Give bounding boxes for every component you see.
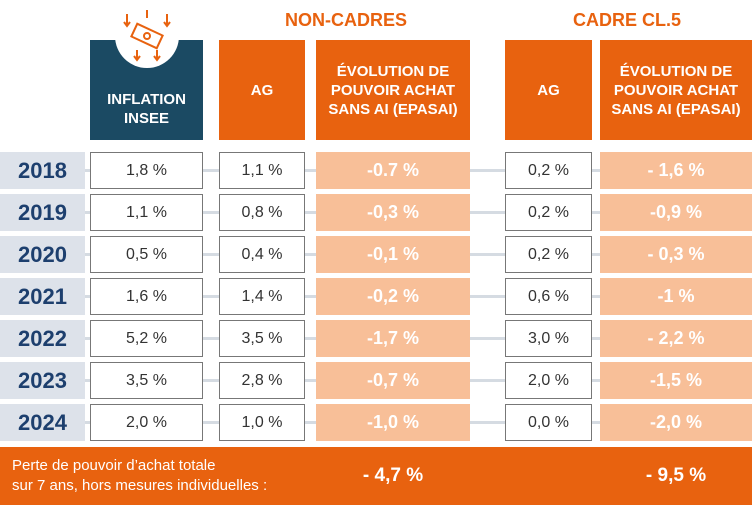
value-cell: -1,7 %	[316, 320, 470, 357]
value-cell: 3,5 %	[219, 320, 305, 357]
header-line: POUVOIR ACHAT	[613, 81, 739, 99]
value-cell: 2,0 %	[505, 362, 592, 399]
value-cell: -2,0 %	[600, 404, 752, 441]
value-cell: -0,1 %	[316, 236, 470, 273]
value-cell: 1,6 %	[90, 278, 203, 315]
icon	[115, 4, 179, 68]
header-line: POUVOIR ACHAT	[330, 81, 456, 99]
value-cell: 0,8 %	[219, 194, 305, 231]
year: 2020	[0, 236, 85, 273]
year: 2024	[0, 404, 85, 441]
footer-value: - 4,7 %	[362, 465, 424, 486]
value-cell: - 1,6 %	[600, 152, 752, 189]
value-cell: 3,5 %	[90, 362, 203, 399]
value-cell: 1,1 %	[219, 152, 305, 189]
value-cell: - 0,3 %	[600, 236, 752, 273]
year: 2019	[0, 194, 85, 231]
value-cell: -1,5 %	[600, 362, 752, 399]
value-cell: -0,2 %	[316, 278, 470, 315]
value-cell: 0,0 %	[505, 404, 592, 441]
year: 2018	[0, 152, 85, 189]
value-cell: -1 %	[600, 278, 752, 315]
value-cell: 1,0 %	[219, 404, 305, 441]
value-cell: 1,8 %	[90, 152, 203, 189]
value-cell: -0,9 %	[600, 194, 752, 231]
value-cell: 0,6 %	[505, 278, 592, 315]
footer	[0, 447, 752, 505]
value-cell: 0,2 %	[505, 152, 592, 189]
header-line: sur 7 ans, hors mesures individuelles :	[12, 477, 268, 494]
column-header: AG	[505, 40, 592, 140]
value-cell: -0,3 %	[316, 194, 470, 231]
footer-label: Perte de pouvoir d’achat totale sur 7 ans…	[12, 456, 332, 496]
value-cell: 5,2 %	[90, 320, 203, 357]
header-line: AG	[250, 81, 274, 99]
column-header: ÉVOLUTION DE POUVOIR ACHAT SANS AI (EPASAI…	[316, 40, 470, 140]
header-line: SANS AI (EPASAI)	[328, 100, 458, 118]
column-header: ÉVOLUTION DE POUVOIR ACHAT SANS AI (EPASAI…	[600, 40, 752, 140]
value-cell: 2,0 %	[90, 404, 203, 441]
header-line: INSEE	[123, 110, 169, 127]
value-cell: 1,1 %	[90, 194, 203, 231]
value-cell: 0,2 %	[505, 194, 592, 231]
value-cell: -0.7 %	[316, 152, 470, 189]
value-cell: 2,8 %	[219, 362, 305, 399]
header-line: INFLATION	[107, 91, 186, 108]
value-cell: 0,4 %	[219, 236, 305, 273]
footer-value: - 9,5 %	[645, 465, 707, 486]
header-line: Perte de pouvoir d’achat totale	[12, 457, 216, 474]
header-line: ÉVOLUTION DE	[619, 62, 733, 80]
group-title: CADRE CL.5	[572, 10, 681, 30]
value-cell: 0,5 %	[90, 236, 203, 273]
value-cell: 0,2 %	[505, 236, 592, 273]
inflation-header: INFLATION INSEE	[90, 40, 203, 140]
header-line: ÉVOLUTION DE	[336, 62, 450, 80]
value-cell: -1,0 %	[316, 404, 470, 441]
header-line: AG	[537, 81, 560, 99]
year: 2023	[0, 362, 85, 399]
value-cell: 3,0 %	[505, 320, 592, 357]
value-cell: -0,7 %	[316, 362, 470, 399]
group-title: NON-CADRES	[284, 10, 407, 30]
value-cell: 1,4 %	[219, 278, 305, 315]
header-line: SANS AI (EPASAI)	[611, 100, 741, 118]
value-cell: - 2,2 %	[600, 320, 752, 357]
column-header: AG	[219, 40, 305, 140]
year: 2022	[0, 320, 85, 357]
year: 2021	[0, 278, 85, 315]
